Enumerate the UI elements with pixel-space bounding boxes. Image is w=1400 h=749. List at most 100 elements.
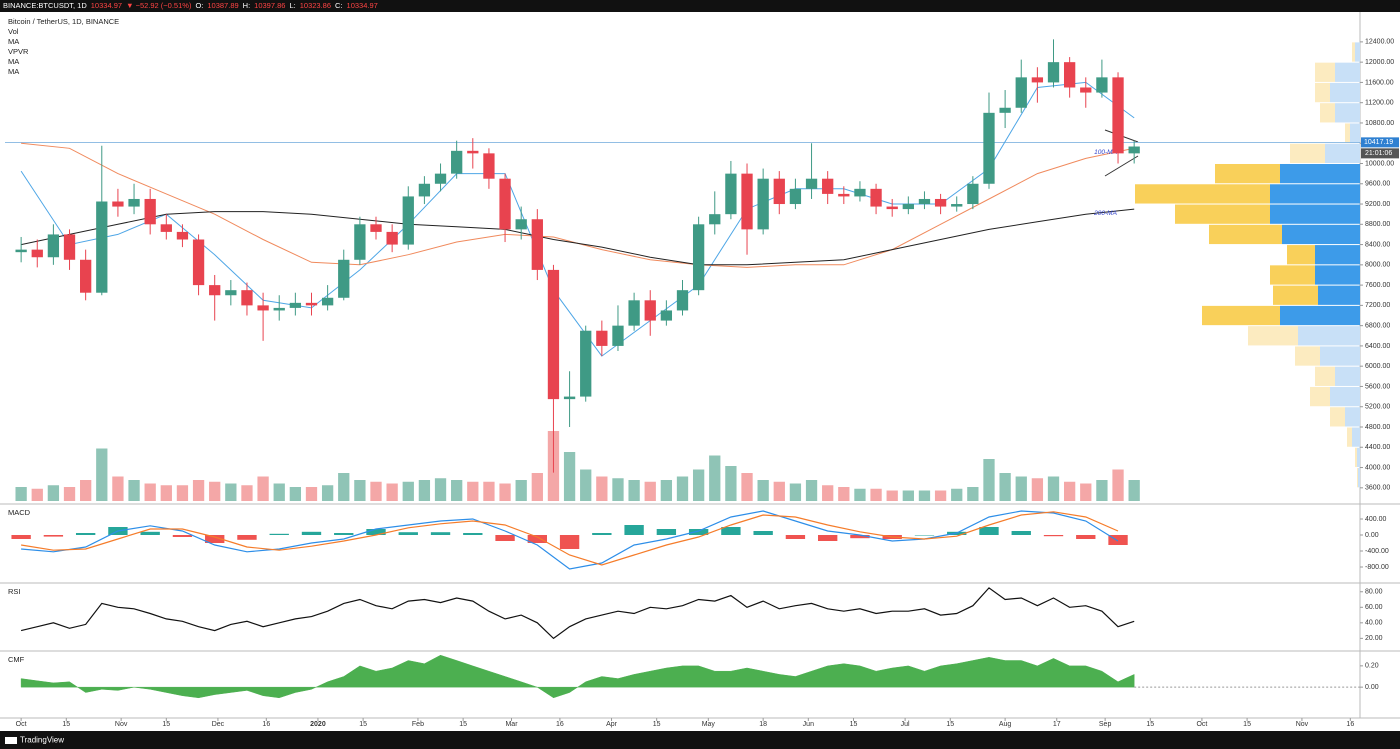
- vp-up: [1357, 447, 1360, 468]
- volume-bar: [838, 487, 850, 501]
- candle-body: [15, 249, 27, 253]
- vp-up: [1280, 163, 1360, 184]
- y-tick-label: 11600.00: [1365, 79, 1394, 86]
- macd-histogram: [495, 535, 515, 541]
- y-tick-label: 11200.00: [1365, 100, 1394, 107]
- candle-body: [838, 193, 850, 197]
- volume-bar: [15, 487, 27, 501]
- x-tick-label: 15: [359, 721, 367, 728]
- volume-bar: [112, 476, 124, 501]
- header-text: H:: [243, 1, 251, 10]
- candle-body: [580, 330, 592, 397]
- volume-bar: [612, 478, 624, 501]
- candle-body: [870, 188, 882, 207]
- candle-body: [402, 196, 414, 245]
- volume-bar: [209, 481, 221, 501]
- candle-body: [96, 201, 108, 293]
- volume-bar: [1015, 476, 1027, 501]
- vp-down: [1273, 285, 1318, 305]
- vp-down: [1287, 245, 1315, 265]
- rsi-line: [20, 587, 1135, 640]
- candle-body: [741, 173, 753, 230]
- volume-bar: [692, 469, 705, 501]
- y-tick-label: 400.00: [1365, 516, 1387, 523]
- candle-body: [1080, 87, 1092, 93]
- volume-bar: [354, 480, 366, 501]
- x-tick-label: 15: [1243, 721, 1251, 728]
- header-text: O:: [195, 1, 203, 10]
- candle-body: [225, 290, 237, 296]
- candle-body: [773, 178, 785, 205]
- macd-histogram: [1108, 535, 1128, 545]
- footer-bar: [0, 731, 1400, 749]
- vp-up: [1318, 285, 1360, 305]
- volume-bar: [338, 473, 350, 501]
- volume-bar: [983, 459, 995, 501]
- candle-body: [1096, 77, 1108, 93]
- macd-histogram: [43, 535, 64, 537]
- price-label-bg: [1361, 137, 1399, 148]
- volume-bar: [886, 490, 898, 501]
- volume-bar: [434, 478, 447, 501]
- macd-histogram: [140, 531, 160, 535]
- macd-histogram: [624, 525, 644, 535]
- volume-bar: [725, 466, 737, 501]
- macd-histogram: [688, 529, 709, 535]
- volume-bar: [402, 481, 414, 501]
- macd-histogram: [366, 529, 386, 535]
- macd-histogram: [818, 535, 838, 541]
- candle-body: [160, 224, 172, 232]
- x-tick-label: 15: [162, 721, 170, 728]
- moving-average: [20, 81, 1135, 357]
- header-text: 10387.89: [207, 1, 238, 10]
- candle-body: [596, 330, 608, 346]
- candle-body: [644, 300, 656, 321]
- candle-body: [822, 178, 834, 194]
- macd-histogram: [430, 532, 451, 535]
- candle-body: [725, 173, 737, 215]
- vp-down: [1248, 326, 1298, 346]
- vp-down: [1315, 62, 1335, 82]
- candle-body: [144, 198, 156, 225]
- legend-item: MA: [8, 37, 19, 46]
- candle-body: [918, 198, 931, 205]
- y-tick-label: 10800.00: [1365, 120, 1394, 127]
- candle-body: [434, 173, 447, 184]
- vp-up: [1345, 407, 1360, 427]
- volume-bar: [596, 476, 608, 501]
- volume-bar: [483, 481, 495, 501]
- volume-bar: [999, 473, 1011, 501]
- header-text: L:: [289, 1, 295, 10]
- vp-down: [1295, 346, 1320, 366]
- volume-bar: [789, 483, 802, 501]
- candle-body: [854, 188, 866, 197]
- macd-histogram: [172, 535, 193, 537]
- candle-body: [660, 310, 673, 321]
- macd-histogram: [205, 535, 225, 543]
- vp-up: [1330, 386, 1360, 407]
- x-tick-label: 17: [1053, 721, 1061, 728]
- candle-body: [692, 224, 705, 291]
- y-tick-label: 8800.00: [1365, 221, 1390, 228]
- cmf-area: [20, 654, 1135, 699]
- volume-bar: [757, 480, 769, 501]
- volume-bar: [1031, 478, 1044, 501]
- volume-bar: [918, 490, 931, 501]
- candle-body: [354, 224, 366, 260]
- x-tick-label: Sep: [1099, 721, 1112, 728]
- volume-bar: [225, 483, 237, 501]
- candle-body: [321, 297, 334, 306]
- candle-body: [999, 107, 1011, 113]
- macd-histogram: [334, 533, 354, 535]
- volume-bar: [370, 481, 382, 501]
- macd-histogram: [656, 529, 677, 535]
- candle-body: [628, 300, 640, 326]
- countdown: 21:01:06: [1365, 150, 1392, 157]
- macd-histogram: [269, 533, 289, 535]
- legend-item: MA: [8, 67, 19, 76]
- volume-bar: [128, 480, 140, 501]
- volume-bar: [902, 490, 914, 501]
- moving-average: [20, 208, 1135, 266]
- brand: TradingView: [20, 736, 64, 745]
